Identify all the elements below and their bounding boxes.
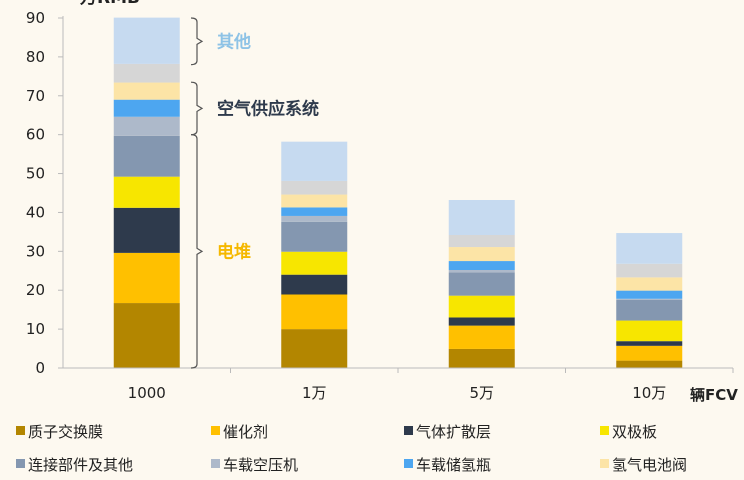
legend-swatch [600,426,609,435]
bar-stack-5万 [448,200,515,368]
y-tick-label: 70 [26,87,45,105]
bar-segment-车载空压机 [616,298,683,300]
bar-segment-质子交换膜 [616,360,683,368]
y-axis: 0 10 20 30 40 50 60 70 80 90 [26,9,64,377]
bar-segment-车载空压机 [448,270,515,273]
bar-segment-催化剂 [113,252,180,304]
bar-segment-质子交换膜 [281,329,348,368]
legend-item: 连接部件及其他 [16,456,133,474]
bar-segment-催化剂 [616,345,683,361]
y-tick-label: 20 [26,281,45,299]
y-tick-label: 0 [35,359,45,377]
brace-label: 电堆 [217,241,251,262]
bar-segment-气体扩散层 [448,317,515,326]
bar-segment-车载空压机 [113,116,180,136]
legend-swatch [404,459,413,468]
legend-item: 双极板 [600,423,657,441]
bar-segment-series-9 [281,180,348,195]
legend-swatch [211,426,220,435]
legend-label: 催化剂 [223,423,268,441]
legend-swatch [16,426,25,435]
bar-segment-连接部件及其他 [616,299,683,321]
bar-segment-双极板 [616,320,683,342]
y-tick-label: 90 [26,9,45,27]
x-axis-label: 辆FCV [690,386,738,404]
brace-icon [190,134,204,369]
legend-item: 车载空压机 [211,456,298,474]
y-tick-label: 10 [26,320,45,338]
bar-segment-series-10 [448,200,515,235]
legend-item: 氢气电池阀 [600,456,687,474]
x-axis: 1000 1万 5万 10万 [63,367,734,402]
y-tick-label: 50 [26,165,45,183]
bar-segment-质子交换膜 [113,303,180,368]
bar-segment-双极板 [113,176,180,208]
legend-label: 车载空压机 [223,456,298,474]
legend-label: 质子交换膜 [28,423,103,441]
brace-icon [190,17,204,66]
bar-stack-1000 [113,17,180,368]
bar-segment-series-9 [448,235,515,248]
y-tick-label: 40 [26,203,45,221]
bar-segment-连接部件及其他 [448,272,515,296]
legend-item: 气体扩散层 [404,423,491,441]
bar-segment-气体扩散层 [113,207,180,253]
bar-segment-车载储氢瓶 [448,261,515,270]
bar-segment-车载空压机 [281,215,348,222]
bar-segment-氢气电池阀 [616,277,683,291]
legend-item: 催化剂 [211,423,268,441]
bar-segment-双极板 [281,251,348,275]
bar-segment-催化剂 [281,294,348,330]
bar-segment-series-10 [113,17,180,64]
bar-segment-车载储氢瓶 [113,99,180,117]
bar-segment-气体扩散层 [616,341,683,346]
bar-stack-10万 [616,233,683,368]
x-tick-label: 5万 [469,384,494,402]
bar-segment-车载储氢瓶 [616,290,683,299]
bar-segment-催化剂 [448,325,515,349]
bars [113,17,683,368]
bar-segment-车载储氢瓶 [281,207,348,216]
bar-segment-双极板 [448,295,515,318]
legend-item: 质子交换膜 [16,423,103,441]
bar-segment-氢气电池阀 [448,247,515,262]
bar-segment-series-10 [616,233,683,264]
bar-segment-连接部件及其他 [113,135,180,177]
x-tick-label: 10万 [632,384,666,402]
bar-stack-1万 [281,141,348,368]
brace-label: 空气供应系统 [217,98,319,119]
y-axis-label: 万RMB [79,0,140,8]
legend-label: 连接部件及其他 [28,456,133,474]
legend-item: 车载储氢瓶 [404,456,491,474]
legend-swatch [404,426,413,435]
y-tick-label: 80 [26,48,45,66]
x-tick-label: 1000 [128,384,166,402]
bar-segment-series-10 [281,141,348,181]
bar-segment-气体扩散层 [281,274,348,295]
y-tick-label: 30 [26,242,45,260]
legend-swatch [211,459,220,468]
x-tick-label: 1万 [302,384,327,402]
legend-label: 车载储氢瓶 [416,456,491,474]
bar-segment-连接部件及其他 [281,221,348,252]
bar-segment-series-9 [113,63,180,83]
brace-icon [190,81,204,136]
legend-swatch [600,459,609,468]
bar-segment-氢气电池阀 [281,194,348,208]
y-tick-label: 60 [26,126,45,144]
bar-segment-氢气电池阀 [113,82,180,100]
brace-label: 其他 [217,31,251,52]
bar-segment-series-9 [616,263,683,278]
legend-label: 气体扩散层 [416,423,491,441]
legend-label: 双极板 [612,423,657,441]
bar-segment-质子交换膜 [448,348,515,368]
legend-swatch [16,459,25,468]
legend-label: 氢气电池阀 [612,456,687,474]
